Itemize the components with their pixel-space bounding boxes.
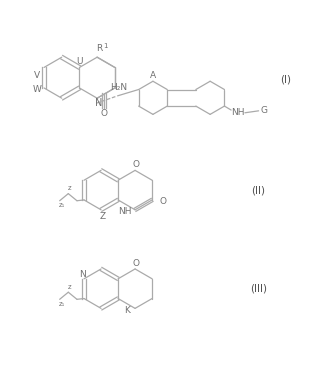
Text: z: z: [67, 185, 71, 191]
Text: N: N: [79, 270, 85, 279]
Text: z₁: z₁: [59, 202, 65, 209]
Text: z₁: z₁: [59, 301, 65, 307]
Text: O: O: [133, 259, 140, 268]
Text: W: W: [33, 85, 41, 94]
Text: z: z: [67, 284, 71, 290]
Text: A: A: [150, 71, 156, 80]
Text: H₂N: H₂N: [110, 83, 127, 92]
Text: (I): (I): [280, 74, 291, 85]
Text: O: O: [133, 160, 140, 169]
Text: N: N: [95, 98, 102, 108]
Text: G: G: [260, 105, 267, 114]
Text: (II): (II): [251, 185, 265, 195]
Text: NH: NH: [118, 207, 131, 216]
Text: U: U: [76, 57, 83, 66]
Text: V: V: [34, 71, 40, 80]
Text: 1: 1: [103, 43, 107, 49]
Text: R: R: [96, 44, 102, 53]
Text: O: O: [100, 109, 108, 118]
Text: Z: Z: [100, 212, 106, 221]
Text: NH: NH: [231, 107, 244, 116]
Text: O: O: [160, 198, 167, 207]
Text: (III): (III): [250, 284, 267, 294]
Text: K: K: [124, 306, 130, 315]
